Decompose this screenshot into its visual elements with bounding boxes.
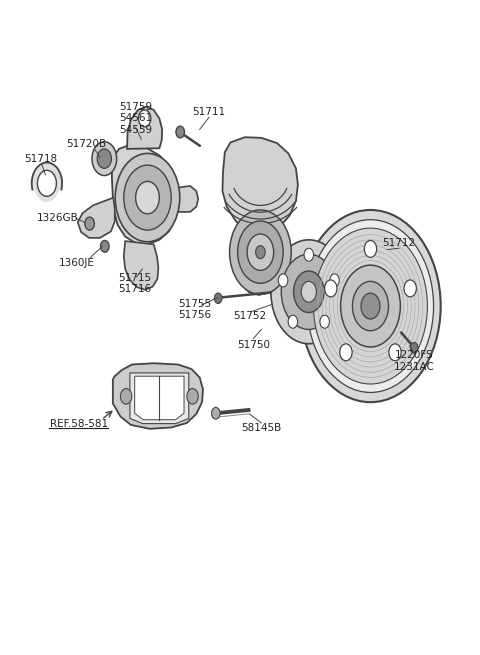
Text: 1220FS
1231AC: 1220FS 1231AC — [394, 350, 435, 372]
Circle shape — [187, 388, 198, 404]
Circle shape — [136, 181, 159, 214]
Text: 51720B: 51720B — [66, 139, 106, 149]
Polygon shape — [173, 186, 198, 212]
Circle shape — [238, 221, 283, 284]
Text: 51755
51756: 51755 51756 — [179, 299, 212, 320]
Circle shape — [320, 315, 329, 328]
Circle shape — [294, 271, 324, 312]
Circle shape — [341, 265, 400, 347]
Circle shape — [85, 217, 95, 230]
Text: 1326GB: 1326GB — [36, 214, 78, 223]
Circle shape — [124, 165, 171, 230]
Polygon shape — [130, 373, 189, 424]
Circle shape — [278, 274, 288, 287]
Polygon shape — [135, 376, 184, 420]
Circle shape — [313, 228, 427, 384]
Circle shape — [304, 248, 313, 261]
Text: 51715
51716: 51715 51716 — [118, 272, 151, 294]
Circle shape — [256, 246, 265, 259]
Circle shape — [176, 126, 184, 138]
Circle shape — [100, 240, 109, 252]
Text: 51718: 51718 — [24, 154, 57, 164]
Circle shape — [330, 274, 339, 287]
Circle shape — [300, 210, 441, 402]
Circle shape — [307, 219, 433, 392]
Circle shape — [364, 240, 377, 257]
Circle shape — [120, 388, 132, 404]
Text: 58145B: 58145B — [241, 423, 281, 433]
Circle shape — [247, 234, 274, 271]
Circle shape — [97, 149, 111, 168]
Text: 51759
54561
54559: 51759 54561 54559 — [119, 102, 152, 135]
Circle shape — [92, 141, 117, 176]
Circle shape — [215, 293, 222, 303]
Text: 51712: 51712 — [383, 238, 416, 248]
Polygon shape — [124, 241, 158, 290]
Text: 51750: 51750 — [237, 340, 270, 350]
Circle shape — [229, 210, 291, 294]
Text: 1360JE: 1360JE — [59, 257, 94, 267]
Text: REF.58-581: REF.58-581 — [49, 419, 108, 428]
Text: 51711: 51711 — [192, 107, 226, 117]
Text: 51752: 51752 — [233, 311, 266, 321]
Polygon shape — [127, 107, 162, 149]
Polygon shape — [113, 364, 203, 429]
Circle shape — [212, 407, 220, 419]
Circle shape — [389, 344, 401, 361]
Circle shape — [410, 343, 418, 353]
Circle shape — [301, 282, 316, 302]
Circle shape — [340, 344, 352, 361]
Circle shape — [115, 153, 180, 242]
Circle shape — [37, 170, 56, 196]
Polygon shape — [112, 144, 179, 244]
Circle shape — [361, 293, 380, 319]
Circle shape — [324, 280, 337, 297]
Circle shape — [404, 280, 416, 297]
Circle shape — [32, 162, 62, 204]
Circle shape — [288, 315, 298, 328]
Circle shape — [352, 282, 388, 331]
Circle shape — [281, 254, 336, 329]
Circle shape — [271, 240, 347, 344]
Polygon shape — [222, 137, 298, 295]
Polygon shape — [78, 198, 115, 238]
Circle shape — [138, 110, 151, 127]
